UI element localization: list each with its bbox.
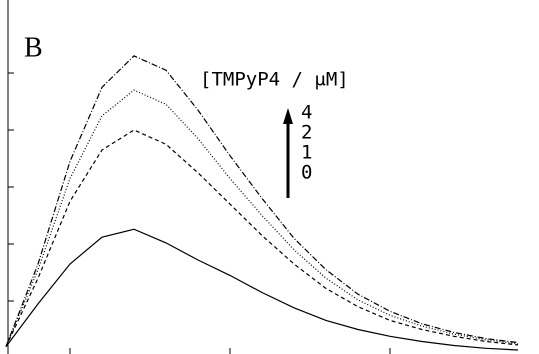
- legend-title: [TMPyP4 / μM]: [200, 69, 349, 91]
- legend-arrowhead: [283, 108, 293, 124]
- legend-label: 0: [301, 162, 312, 184]
- series-line: [5, 129, 519, 347]
- series-line: [5, 89, 519, 347]
- legend-label: 4: [301, 102, 312, 124]
- legend-label: 1: [301, 142, 312, 164]
- series-line: [5, 228, 519, 351]
- series-line: [5, 55, 519, 347]
- panel-label: B: [24, 32, 43, 63]
- legend-label: 2: [301, 122, 312, 144]
